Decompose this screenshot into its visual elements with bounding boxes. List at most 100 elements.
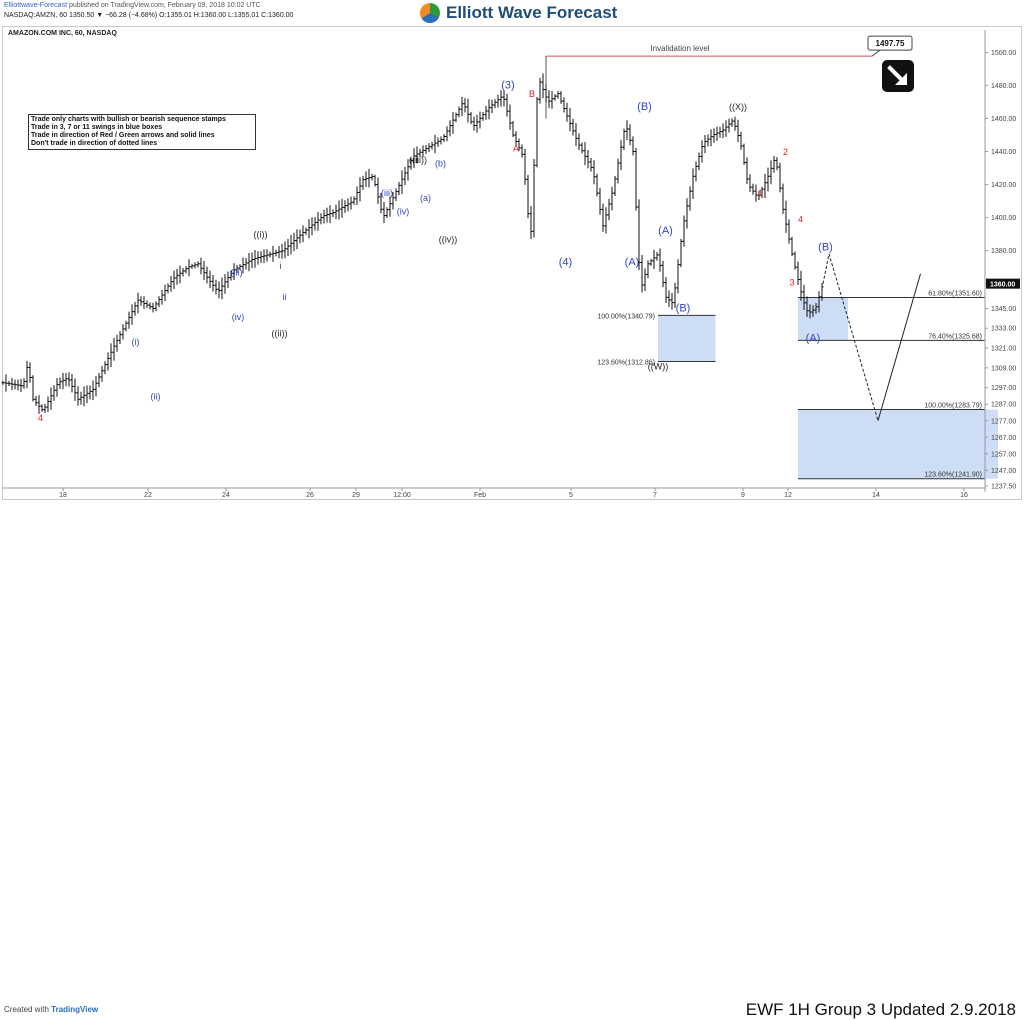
wave-label: 2	[783, 147, 788, 157]
price-tick-label: 1333.00	[991, 326, 1016, 333]
time-tick-label: 7	[653, 492, 657, 499]
wave-label: 4	[798, 215, 803, 225]
tradingview-logo[interactable]: TradingView	[51, 1005, 99, 1014]
wave-label: 1	[758, 188, 763, 198]
chart-panel	[2, 26, 1022, 500]
fib-level-label: 76.40%(1325.68)	[928, 333, 982, 340]
price-tick-label: 1297.00	[991, 385, 1016, 392]
time-tick-label: 22	[144, 492, 152, 499]
blue-target-box	[658, 315, 716, 362]
time-tick-label: 12:00	[393, 492, 411, 499]
fib-level-label: 100.00%(1283.79)	[924, 403, 982, 410]
wave-label: ((W))	[648, 362, 668, 372]
wave-label: B	[529, 89, 535, 99]
time-tick-label: 9	[741, 492, 745, 499]
wave-label: (B)	[818, 242, 833, 254]
wave-label: ((iii))	[409, 155, 427, 165]
wave-label: (iii)	[231, 267, 243, 277]
wave-label: (iv)	[397, 206, 410, 216]
price-tick-label: 1480.00	[991, 83, 1016, 90]
last-price-label: 1360.00	[990, 282, 1015, 289]
time-tick-label: 24	[222, 492, 230, 499]
wave-label: (A)	[658, 225, 673, 237]
price-tick-label: 1257.00	[991, 451, 1016, 458]
rule-line: Trade in 3, 7 or 11 swings in blue boxes	[31, 124, 163, 131]
wave-label: (3)	[501, 80, 514, 92]
rule-line: Trade only charts with bullish or bearis…	[31, 116, 226, 123]
price-tick-label: 1500.00	[991, 50, 1016, 57]
wave-label: (iv)	[232, 312, 245, 322]
price-tick-label: 1460.00	[991, 116, 1016, 123]
logo-text: Elliott Wave Forecast	[446, 3, 618, 22]
rule-line: Trade in direction of Red / Green arrows…	[31, 132, 215, 139]
created-with-label: Created with	[4, 1005, 49, 1014]
wave-label: (B)	[676, 303, 691, 315]
time-tick-label: 26	[306, 492, 314, 499]
projection-dotted-path	[822, 253, 879, 421]
time-tick-label: 14	[872, 492, 880, 499]
fib-level-label: 100.00%(1340.79)	[597, 313, 655, 320]
wave-label: (ii)	[151, 391, 161, 401]
time-tick-label: 16	[960, 492, 968, 499]
price-tick-label: 1247.00	[991, 468, 1016, 475]
blue-target-box	[798, 297, 848, 341]
wave-label: (A)	[806, 332, 821, 344]
created-with: Created with TradingView	[4, 1005, 98, 1014]
publisher-link[interactable]: Elliottwave-Forecast	[4, 2, 68, 9]
projection-solid-path	[877, 273, 921, 421]
price-tick-label: 1345.00	[991, 306, 1016, 313]
price-tick-label: 1309.00	[991, 365, 1016, 372]
wave-label: (b)	[435, 158, 446, 168]
trading-rules-box: Trade only charts with bullish or bearis…	[28, 114, 256, 150]
wave-label: (4)	[559, 256, 572, 268]
time-tick-label: 18	[59, 492, 67, 499]
wave-label: ((X))	[729, 102, 747, 112]
fib-level-label: 123.60%(1312.86)	[597, 360, 655, 367]
time-tick-label: 29	[352, 492, 360, 499]
wave-label: ((iv))	[439, 234, 458, 244]
wave-label: (i)	[132, 337, 140, 347]
arrow-down-right-icon	[882, 60, 914, 92]
group-title: EWF 1H Group 3 Updated 2.9.2018	[745, 1000, 1016, 1019]
wave-label: (a)	[420, 193, 431, 203]
wave-label: (B)	[637, 101, 652, 113]
blue-target-box	[798, 409, 998, 479]
invalidation-value: 1497.75	[876, 39, 905, 48]
rule-line: Don't trade in direction of dotted lines	[31, 140, 158, 147]
top-bar: Elliottwave-Forecast published on Tradin…	[0, 0, 1024, 26]
brand-logo: Elliott Wave Forecast	[420, 1, 617, 25]
price-tick-label: 1277.00	[991, 418, 1016, 425]
price-tick-label: 1287.00	[991, 402, 1016, 409]
logo-icon	[420, 3, 440, 23]
invalidation-callout-pointer	[871, 49, 881, 57]
time-tick-label: 5	[569, 492, 573, 499]
invalidation-callout	[867, 35, 913, 51]
publish-line: Elliottwave-Forecast published on Tradin…	[4, 2, 261, 9]
price-tick-label: 1420.00	[991, 182, 1016, 189]
price-tick-label: 1267.00	[991, 435, 1016, 442]
publish-info: published on TradingView.com, February 0…	[67, 2, 261, 9]
time-tick-label: 12	[784, 492, 792, 499]
fib-level-label: 123.60%(1241.90)	[924, 472, 982, 479]
price-tick-label: 1440.00	[991, 149, 1016, 156]
wave-label: i	[280, 261, 282, 271]
wave-label: 4	[38, 413, 43, 423]
wave-label: ((i))	[254, 229, 268, 239]
price-tick-label: 1237.50	[991, 484, 1016, 491]
symbol-title: AMAZON.COM INC, 60, NASDAQ	[8, 30, 117, 37]
wave-label: (iii)	[381, 188, 393, 198]
price-chart: 61.80%(1351.60) 76.40%(1325.68) 100.00%(12…	[1, 30, 1020, 499]
wave-label: A	[513, 144, 519, 154]
last-price-marker	[986, 278, 1020, 289]
footer-bar: Created with TradingView EWF 1H Group 3 …	[0, 500, 1024, 1019]
invalidation-label: Invalidation level	[650, 44, 709, 53]
price-tick-label: 1400.00	[991, 215, 1016, 222]
wave-label: (A)	[625, 256, 640, 268]
price-tick-label: 1380.00	[991, 248, 1016, 255]
ticker-line: NASDAQ:AMZN, 60 1350.50 ▼ −66.28 (−4.68%…	[4, 12, 294, 19]
time-tick-label: Feb	[474, 492, 486, 499]
wave-label: ((ii))	[272, 329, 288, 339]
fib-level-label: 61.80%(1351.60)	[928, 291, 982, 298]
wave-label: 3	[789, 277, 794, 287]
wave-label: ii	[283, 292, 287, 302]
